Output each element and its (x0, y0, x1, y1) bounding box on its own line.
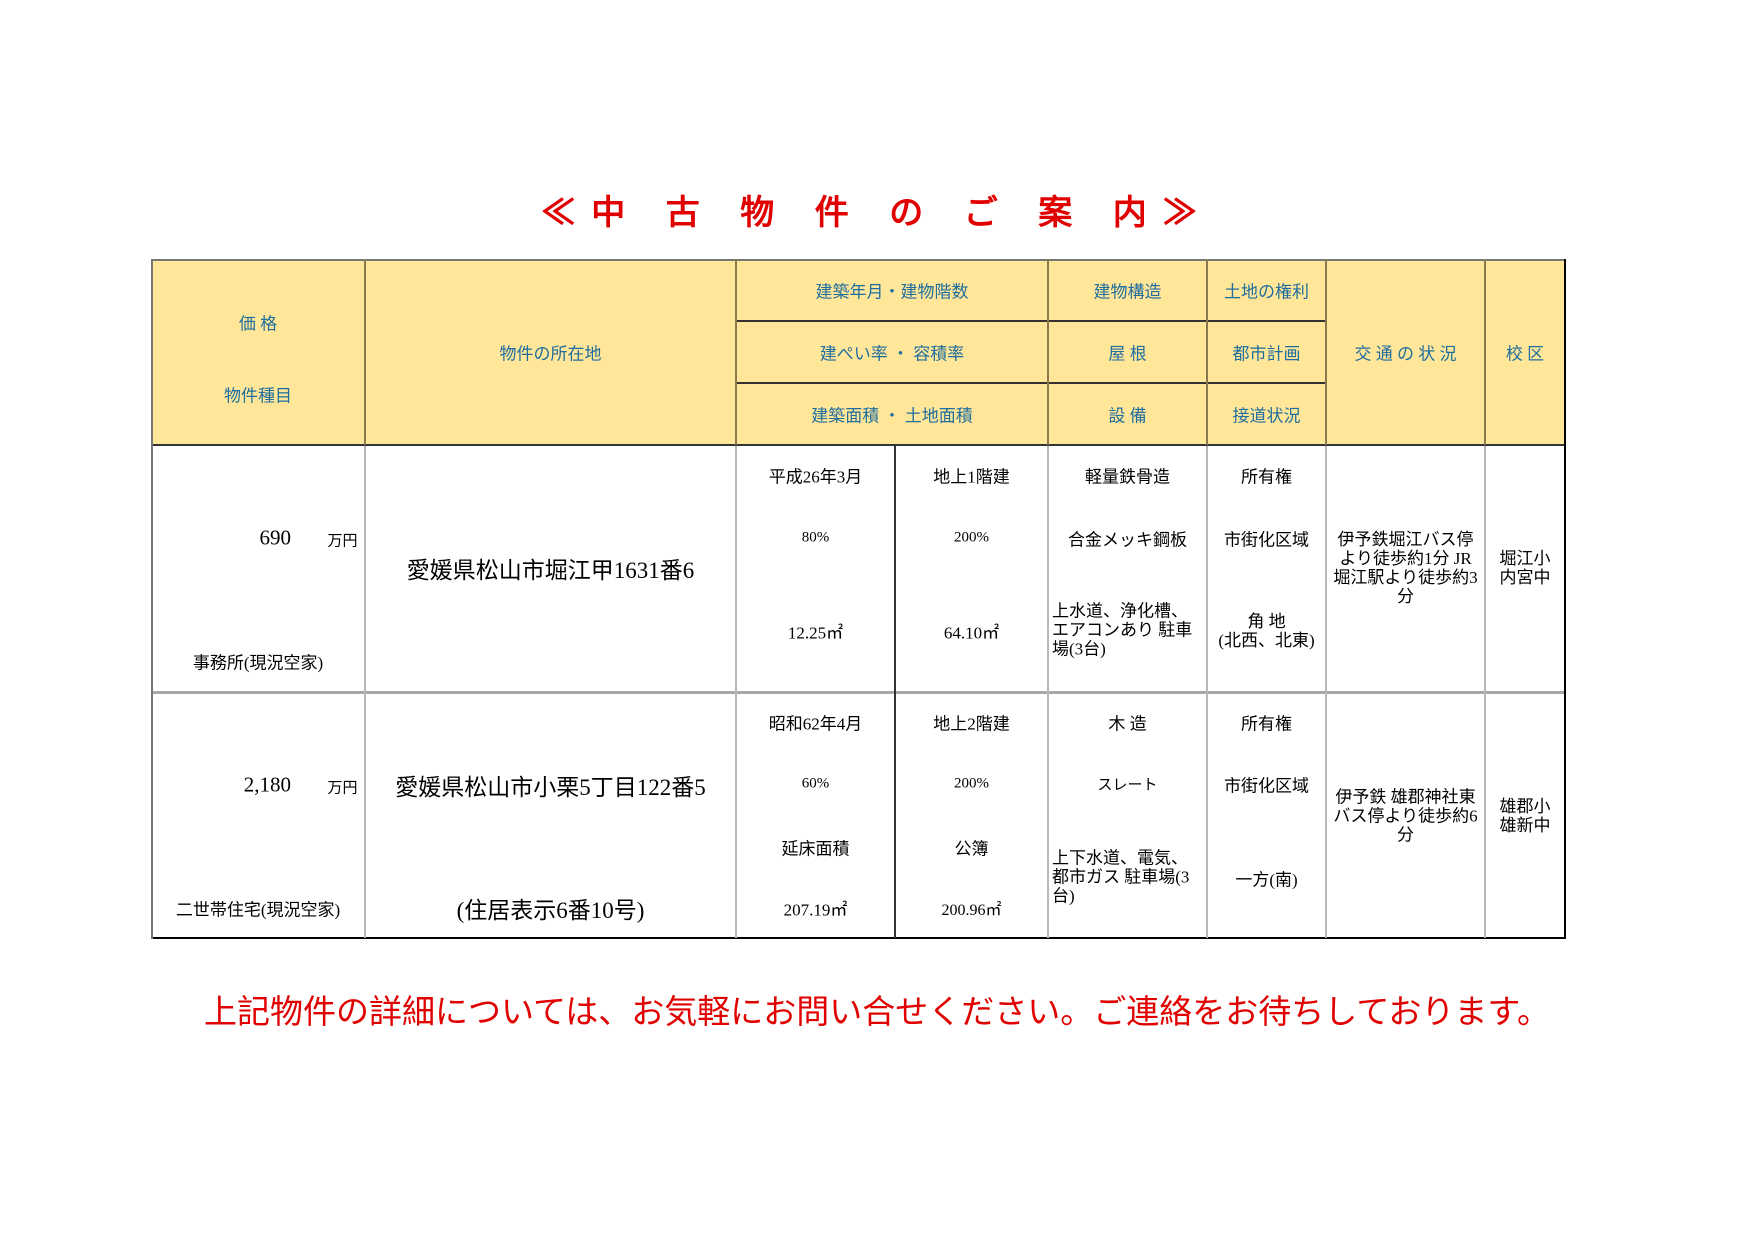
table-border-bottom (151, 937, 1565, 939)
divider (894, 446, 896, 938)
city-planning: 市街化区域 (1224, 776, 1309, 796)
roof: 合金メッキ鋼板 (1068, 530, 1187, 550)
property-type: 事務所(現況空家) (192, 653, 324, 673)
divider (1484, 446, 1486, 938)
property-type: 二世帯住宅(現況空家) (175, 900, 341, 920)
header-transport: 交 通 の 状 況 (1354, 344, 1457, 364)
built-date: 昭和62年4月 (768, 714, 863, 734)
property-address: 愛媛県松山市小栗5丁目122番5 (395, 775, 706, 800)
floors: 地上1階建 (933, 467, 1010, 487)
divider (735, 446, 737, 938)
price-value: 2,180 (243, 772, 291, 797)
divider (1325, 446, 1327, 938)
school-district: 雄郡小 雄新中 (1499, 797, 1551, 835)
transport: 伊予鉄堀江バス停より徒歩約1分 JR堀江駅より徒歩約3分 (1333, 530, 1478, 606)
header-address: 物件の所在地 (499, 344, 602, 364)
header-price: 価 格 (238, 314, 278, 334)
header-school: 校 区 (1505, 344, 1545, 364)
header-type: 物件種目 (224, 386, 292, 406)
divider (1047, 446, 1049, 938)
building-area: 12.25㎡ (787, 623, 844, 643)
header-facilities: 設 備 (1108, 406, 1147, 426)
facilities: 上下水道、電気、都市ガス 駐車場(3台) (1052, 848, 1190, 906)
header-road-access: 接道状況 (1232, 406, 1301, 426)
floor-area-ratio: 200% (954, 529, 989, 546)
price-value: 690 (259, 525, 292, 550)
roof: スレート (1097, 777, 1158, 794)
building-area: 207.19㎡ (783, 900, 848, 920)
table-header (151, 259, 1565, 445)
divider (1325, 259, 1327, 445)
header-areas: 建築面積 ・ 土地面積 (811, 406, 973, 426)
city-planning: 市街化区域 (1224, 530, 1309, 550)
facilities: 上水道、浄化槽、エアコンあり 駐車場(3台) (1052, 601, 1193, 659)
land-rights: 所有権 (1241, 714, 1292, 734)
road-access: 角 地 (北西、北東) (1218, 612, 1315, 650)
price-unit: 万円 (327, 780, 358, 797)
road-access: 一方(南) (1235, 870, 1298, 890)
divider (1484, 259, 1486, 445)
built-date: 平成26年3月 (768, 467, 863, 487)
land-area: 200.96㎡ (941, 902, 1002, 919)
divider (151, 691, 1565, 694)
header-land-rights: 土地の権利 (1224, 282, 1309, 302)
header-coverage-far: 建ぺい率 ・ 容積率 (819, 344, 965, 364)
coverage-ratio: 80% (801, 529, 830, 546)
building-area-label: 延床面積 (781, 839, 850, 859)
divider (736, 320, 1326, 322)
header-city-planning: 都市計画 (1232, 344, 1301, 364)
table-border-top (151, 259, 1565, 261)
divider (1206, 259, 1208, 445)
property-address: 愛媛県松山市堀江甲1631番6 (406, 558, 695, 583)
divider (151, 444, 1565, 446)
header-built-floors: 建築年月・建物階数 (815, 282, 969, 302)
divider (1206, 446, 1208, 938)
floors: 地上2階建 (933, 714, 1010, 734)
divider (735, 259, 737, 445)
land-area-label: 公簿 (954, 839, 989, 859)
page-title: ≪中 古 物 件 の ご 案 内≫ (541, 195, 1213, 232)
header-roof: 屋 根 (1108, 344, 1147, 364)
floor-area-ratio: 200% (954, 775, 989, 792)
header-structure: 建物構造 (1093, 282, 1162, 302)
divider (364, 446, 366, 938)
land-rights: 所有権 (1241, 467, 1292, 487)
structure: 軽量鉄骨造 (1085, 467, 1170, 487)
table-border-left (151, 259, 153, 939)
transport: 伊予鉄 雄郡神社東バス停より徒歩約6分 (1333, 787, 1478, 845)
divider (1047, 259, 1049, 445)
contact-message: 上記物件の詳細については、お気軽にお問い合せください。ご連絡をお待ちしております… (203, 995, 1551, 1031)
school-district: 堀江小 内宮中 (1499, 549, 1551, 587)
table-border-right (1564, 259, 1566, 939)
address-note: (住居表示6番10号) (456, 898, 645, 923)
land-area: 64.10㎡ (943, 623, 1000, 643)
price-unit: 万円 (327, 533, 358, 550)
structure: 木 造 (1108, 714, 1147, 734)
divider (736, 382, 1326, 384)
divider (364, 259, 366, 445)
coverage-ratio: 60% (801, 775, 830, 792)
